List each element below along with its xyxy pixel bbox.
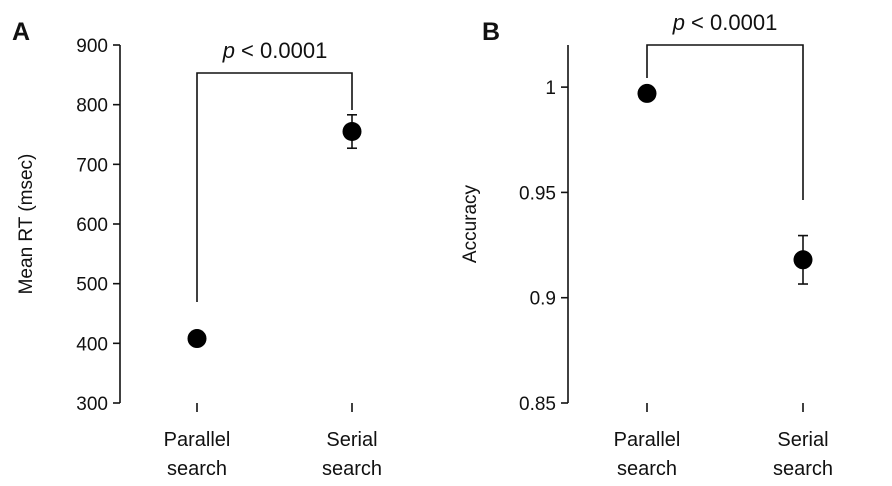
y-tick-label: 400 — [76, 334, 108, 355]
y-tick-label: 0.85 — [519, 394, 556, 415]
data-point — [793, 250, 813, 270]
y-axis-title: Accuracy — [460, 184, 481, 263]
y-tick-label: 500 — [76, 275, 108, 296]
p-symbol: p — [672, 10, 685, 35]
p-value: < 0.0001 — [235, 38, 327, 63]
x-tick-label: search — [322, 458, 382, 480]
x-tick-label: Serial — [777, 429, 828, 451]
p-value: < 0.0001 — [685, 10, 777, 35]
y-tick-label: 600 — [76, 215, 108, 236]
x-tick-label: Parallel — [164, 429, 231, 451]
panel-label: A — [12, 18, 30, 46]
y-tick-label: 1 — [545, 78, 556, 99]
significance-label: p < 0.0001 — [672, 10, 778, 35]
x-tick-label: Parallel — [614, 429, 681, 451]
significance-label: p < 0.0001 — [222, 38, 328, 63]
panel-a: A 300 400 500 600 700 800 900 Mean RT (msec) Para… — [12, 18, 382, 480]
panel-label: B — [482, 18, 500, 46]
x-tick-label: search — [773, 458, 833, 480]
x-tick-label: Serial — [326, 429, 377, 451]
p-symbol: p — [222, 38, 235, 63]
y-axis-title: Mean RT (msec) — [16, 154, 37, 295]
x-tick-label: search — [617, 458, 677, 480]
y-tick-label: 900 — [76, 36, 108, 57]
data-point — [342, 122, 362, 142]
y-tick-label: 0.95 — [519, 183, 556, 204]
y-tick-label: 0.9 — [530, 289, 556, 310]
panel-b: B 0.85 0.9 0.95 1 Accuracy Parallel search Seria… — [460, 10, 833, 480]
significance-bracket — [196, 72, 353, 302]
y-tick-label: 700 — [76, 155, 108, 176]
data-point — [187, 329, 207, 349]
y-tick-label: 300 — [76, 394, 108, 415]
x-tick-label: search — [167, 458, 227, 480]
significance-bracket — [646, 44, 804, 200]
y-tick-label: 800 — [76, 96, 108, 117]
data-point — [637, 83, 657, 103]
